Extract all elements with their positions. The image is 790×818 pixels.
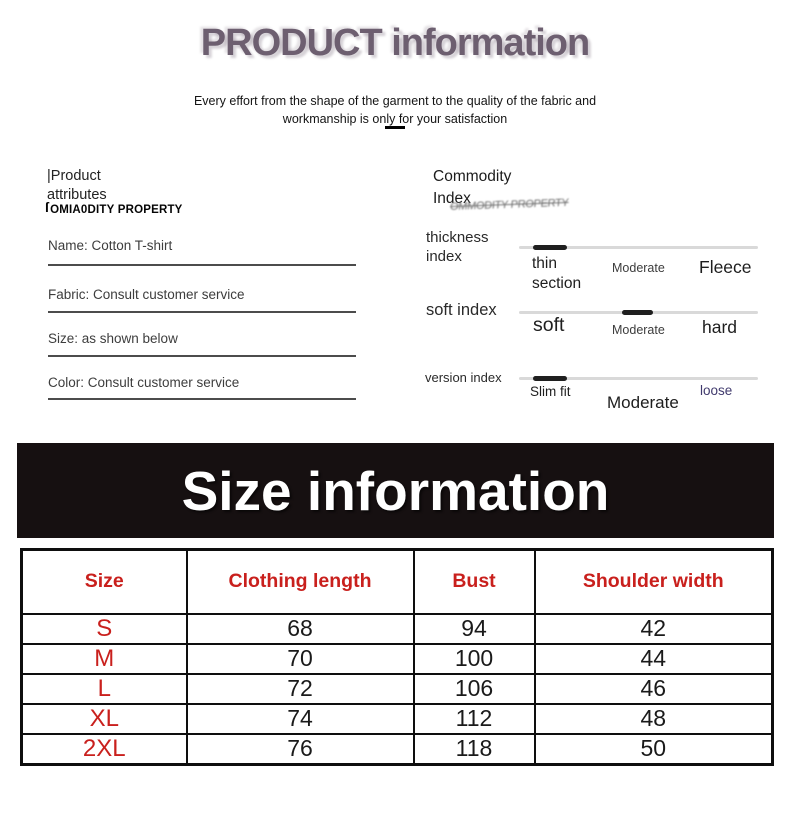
attribute-color: Color: Consult customer service <box>48 375 356 400</box>
shoulder-width-value: 50 <box>533 732 774 765</box>
version-index-indicator <box>533 376 567 381</box>
size-label: S <box>20 612 188 645</box>
shoulder-width-value: 46 <box>533 672 774 705</box>
size-information-title: Size information <box>181 459 610 522</box>
thickness-scale-fleece: Fleece <box>699 257 752 277</box>
soft-index-label: soft index <box>426 301 497 319</box>
version-index-label: version index <box>425 370 502 385</box>
column-header-shoulder-width: Shoulder width <box>533 548 774 615</box>
version-scale-moderate: Moderate <box>607 393 679 412</box>
column-header-bust: Bust <box>412 548 536 615</box>
thickness-index-indicator <box>533 245 567 250</box>
size-information-banner: Size information <box>17 443 774 538</box>
soft-scale-moderate: Moderate <box>612 323 665 337</box>
clothing-length-value: 76 <box>185 732 415 765</box>
thickness-scale-moderate: Moderate <box>612 261 665 275</box>
attributes-heading-line-2: attributes <box>47 186 107 203</box>
page-subtitle: Every effort from the shape of the garme… <box>0 92 790 128</box>
table-row: L 72 106 46 <box>20 672 774 705</box>
index-heading-line-2: Index <box>433 190 471 208</box>
soft-index-slider <box>519 310 758 315</box>
size-label: L <box>20 672 188 705</box>
version-index-slider <box>519 376 758 381</box>
bust-value: 94 <box>412 612 536 645</box>
attribute-name: Name: Cotton T-shirt <box>48 238 356 266</box>
subtitle-line-1: Every effort from the shape of the garme… <box>193 94 597 108</box>
table-row: S 68 94 42 <box>20 612 774 645</box>
bust-value: 106 <box>412 672 536 705</box>
product-attributes-heading: |Product attributes <box>47 167 107 205</box>
attributes-heading-line-1: |Product <box>47 168 101 184</box>
table-row: XL 74 112 48 <box>20 702 774 735</box>
commodity-index-heading: Commodity Index <box>433 166 511 211</box>
clothing-length-value: 72 <box>185 672 415 705</box>
attribute-size: Size: as shown below <box>48 331 356 357</box>
size-label: XL <box>20 702 188 735</box>
clothing-length-value: 70 <box>185 642 415 675</box>
clothing-length-value: 68 <box>185 612 415 645</box>
shoulder-width-value: 44 <box>533 642 774 675</box>
commodity-property-label: ſOMIA0DITY PROPERTY <box>45 199 183 216</box>
stray-mark: ſ <box>45 199 50 215</box>
thickness-index-label: thickness index <box>426 229 489 265</box>
subtitle-line-2: workmanship is only for your satisfactio… <box>282 112 508 127</box>
soft-scale-hard: hard <box>702 317 738 337</box>
bust-value: 118 <box>412 732 536 765</box>
size-label: M <box>20 642 188 675</box>
version-scale-loose: loose <box>700 383 733 398</box>
thickness-scale-thin-section: thin section <box>532 255 582 293</box>
table-row: 2XL 76 118 50 <box>20 732 774 765</box>
column-header-clothing-length: Clothing length <box>185 548 415 615</box>
divider-dash <box>385 126 405 129</box>
page-title: PRODUCT information <box>200 22 590 64</box>
table-header-row: Size Clothing length Bust Shoulder width <box>20 548 774 615</box>
attribute-fabric: Fabric: Consult customer service <box>48 287 356 313</box>
version-scale-slim-fit: Slim fit <box>530 384 571 399</box>
clothing-length-value: 74 <box>185 702 415 735</box>
table-row: M 70 100 44 <box>20 642 774 675</box>
column-header-size: Size <box>20 548 188 615</box>
size-label: 2XL <box>20 732 188 765</box>
index-heading-line-1: Commodity <box>433 168 512 185</box>
bust-value: 112 <box>412 702 536 735</box>
bust-value: 100 <box>412 642 536 675</box>
shoulder-width-value: 42 <box>533 612 774 645</box>
shoulder-width-value: 48 <box>533 702 774 735</box>
thickness-index-slider <box>519 245 758 250</box>
soft-scale-soft: soft <box>533 314 565 336</box>
commodity-property-text: OMIA0DITY PROPERTY <box>50 204 183 216</box>
size-chart-table: Size Clothing length Bust Shoulder width… <box>20 548 774 766</box>
soft-index-indicator <box>621 310 653 315</box>
